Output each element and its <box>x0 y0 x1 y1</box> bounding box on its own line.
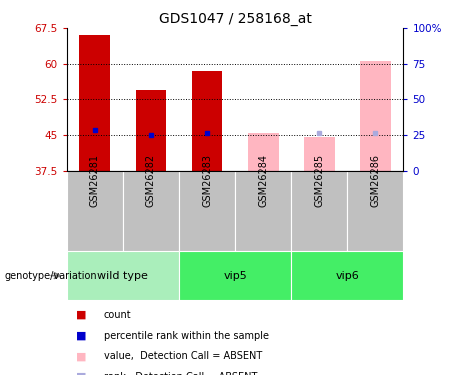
Text: vip6: vip6 <box>336 271 359 280</box>
Text: ■: ■ <box>76 351 87 361</box>
Text: wild type: wild type <box>97 271 148 280</box>
Text: percentile rank within the sample: percentile rank within the sample <box>104 331 269 340</box>
Text: ■: ■ <box>76 372 87 375</box>
Text: count: count <box>104 310 131 320</box>
Text: rank,  Detection Call = ABSENT: rank, Detection Call = ABSENT <box>104 372 257 375</box>
Title: GDS1047 / 258168_at: GDS1047 / 258168_at <box>159 12 312 26</box>
Bar <box>179 171 235 251</box>
Text: GSM26286: GSM26286 <box>370 154 380 207</box>
Bar <box>304 137 335 171</box>
Bar <box>179 251 291 300</box>
Bar <box>347 171 403 251</box>
Bar <box>291 251 403 300</box>
Bar <box>192 71 223 171</box>
Bar <box>248 133 278 171</box>
Bar <box>123 171 179 251</box>
Text: ■: ■ <box>76 331 87 340</box>
Text: genotype/variation: genotype/variation <box>5 271 97 280</box>
Bar <box>67 251 179 300</box>
Bar <box>235 171 291 251</box>
Bar <box>67 171 123 251</box>
Text: GSM26283: GSM26283 <box>202 154 212 207</box>
Bar <box>79 35 110 171</box>
Bar <box>136 90 166 171</box>
Text: GSM26284: GSM26284 <box>258 154 268 207</box>
Bar <box>291 171 347 251</box>
Text: GSM26281: GSM26281 <box>90 154 100 207</box>
Text: value,  Detection Call = ABSENT: value, Detection Call = ABSENT <box>104 351 262 361</box>
Text: vip5: vip5 <box>223 271 247 280</box>
Text: GSM26282: GSM26282 <box>146 154 156 207</box>
Bar <box>360 62 391 171</box>
Text: GSM26285: GSM26285 <box>314 154 324 207</box>
Text: ■: ■ <box>76 310 87 320</box>
